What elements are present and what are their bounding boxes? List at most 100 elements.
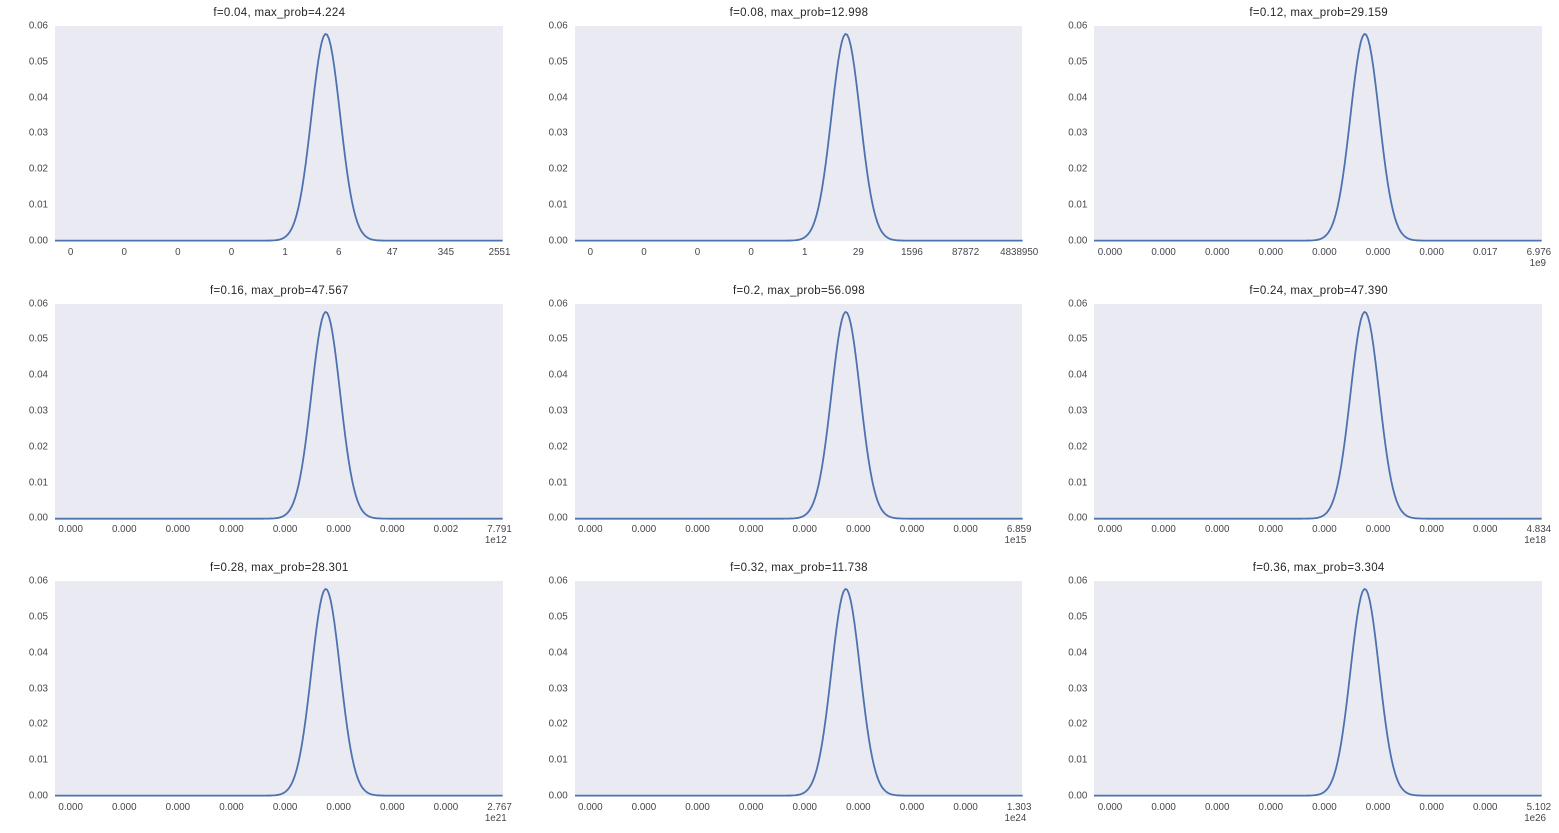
density-curve	[55, 304, 503, 519]
x-tick-label: 0	[694, 246, 701, 258]
subplot-title: f=0.16, max_prob=47.567	[210, 284, 349, 297]
y-tick-label: 0.01	[28, 754, 48, 766]
y-tick-label: 0.03	[1068, 405, 1088, 417]
y-tick-label: 0.02	[28, 163, 48, 175]
x-tick-label: 0.000	[792, 524, 818, 536]
x-tick-label: 6.859	[1006, 524, 1032, 536]
y-tick-label: 0.04	[28, 647, 48, 659]
y-tick-label: 0.01	[548, 754, 568, 766]
y-tick-label: 0.01	[1068, 199, 1088, 211]
y-tick-label: 0.00	[548, 790, 568, 802]
x-tick-label: 0.000	[1204, 801, 1230, 813]
y-tick-label: 0.01	[1068, 754, 1088, 766]
y-tick-label: 0.04	[1068, 647, 1088, 659]
x-tick-label: 0.000	[846, 524, 871, 536]
x-tick-label: 1	[802, 246, 808, 258]
x-tick-label: 0.000	[846, 801, 871, 813]
x-tick-label: 6.976	[1526, 246, 1552, 258]
x-tick-label: 0.000	[165, 524, 191, 536]
x-tick-label: 0	[175, 246, 181, 258]
x-tick-label: 0.000	[1097, 524, 1123, 536]
curve-path	[575, 34, 1023, 241]
y-tick-label: 0.04	[1068, 369, 1088, 381]
subplot-1: f=0.04, max_prob=4.224 0.00 0.01 0.02 0.03 0…	[0, 0, 520, 278]
x-tick-label: 0.000	[953, 524, 978, 536]
x-tick-label: 0.000	[738, 524, 764, 536]
y-tick-label: 0.00	[28, 790, 48, 802]
y-tick-label: 0.04	[548, 369, 568, 381]
x-tick-label: 2551	[488, 246, 511, 258]
subplot-title: f=0.2, max_prob=56.098	[733, 284, 865, 297]
x-tick-label: 2.767	[487, 801, 512, 813]
x-tick-label: 29	[852, 246, 864, 258]
y-tick-label: 0.06	[28, 575, 48, 587]
y-tick-label: 0.03	[548, 405, 568, 417]
plot-area: 0.00 0.01 0.02 0.03 0.04 0.05 0.06 0.000 0.000 0.…	[29, 298, 512, 546]
y-tick-label: 0.03	[548, 683, 568, 695]
density-curve	[575, 581, 1023, 796]
y-tick-label: 0.03	[28, 683, 48, 695]
x-tick-label: 0.000	[1151, 801, 1176, 813]
y-tick-label: 0.01	[548, 477, 568, 489]
x-tick-label: 0.000	[272, 801, 298, 813]
y-tick-label: 0.00	[1068, 790, 1088, 802]
density-curve	[1094, 26, 1542, 241]
x-tick-label: 0.000	[1419, 801, 1444, 813]
y-tick-label: 0.03	[1068, 683, 1088, 695]
x-tick-label: 0.000	[165, 801, 191, 813]
x-tick-label: 0.000	[738, 801, 764, 813]
y-tick-label: 0.00	[548, 512, 568, 524]
curve-path	[55, 589, 503, 796]
curve-path	[1094, 589, 1542, 796]
x-tick-label: 4838950	[1000, 246, 1039, 258]
x-tick-label: 0	[641, 246, 647, 258]
x-tick-label: 1	[282, 246, 288, 258]
y-tick-label: 0.01	[1068, 477, 1088, 489]
x-tick-label: 0.000	[578, 524, 603, 536]
x-tick-label: 0.000	[219, 524, 244, 536]
subplot-3: f=0.12, max_prob=29.159 0.00 0.01 0.02 0.03…	[1039, 0, 1559, 278]
x-tick-label: 0.000	[433, 801, 459, 813]
y-tick-label: 0.05	[28, 333, 48, 345]
x-tick-label: 0.017	[1472, 246, 1498, 258]
plot-area: 0.00 0.01 0.02 0.03 0.04 0.05 0.06 0.000 0.000 0.…	[1068, 576, 1551, 824]
subplot-title: f=0.12, max_prob=29.159	[1249, 7, 1388, 19]
x-tick-label: 0.000	[1097, 801, 1123, 813]
y-tick-label: 0.02	[548, 163, 568, 175]
x-tick-label: 0.000	[1258, 524, 1284, 536]
y-tick-label: 0.05	[1068, 333, 1088, 345]
x-axis-offset-label: 1e9	[1529, 257, 1546, 269]
x-tick-label: 0.000	[1204, 524, 1230, 536]
plot-area: 0.00 0.01 0.02 0.03 0.04 0.05 0.06 0.000 0.000 0.…	[549, 298, 1032, 546]
x-tick-label: 0.000	[112, 524, 137, 536]
x-tick-label: 0.000	[899, 524, 925, 536]
curve-path	[1094, 34, 1542, 241]
x-tick-label: 0.000	[219, 801, 244, 813]
density-curve	[575, 304, 1023, 519]
y-tick-label: 0.05	[548, 56, 568, 68]
x-tick-label: 0.000	[1151, 246, 1176, 258]
y-tick-label: 0.03	[1068, 127, 1088, 139]
y-tick-label: 0.04	[1068, 92, 1088, 104]
x-tick-label: 87872	[951, 246, 980, 258]
x-tick-label: 0.000	[326, 801, 351, 813]
y-tick-label: 0.06	[1068, 575, 1088, 587]
density-curve	[1094, 304, 1542, 519]
x-tick-label: 47	[386, 246, 398, 258]
x-tick-label: 0.000	[380, 801, 405, 813]
x-tick-label: 0.000	[112, 801, 137, 813]
y-tick-label: 0.00	[28, 512, 48, 524]
x-tick-label: 0.000	[1365, 801, 1391, 813]
x-tick-label: 0.002	[433, 524, 459, 536]
x-tick-label: 0.000	[1365, 524, 1391, 536]
subplot-8: f=0.32, max_prob=11.738 0.00 0.01 0.02 0.03…	[520, 555, 1040, 833]
x-tick-label: 0.000	[1151, 524, 1176, 536]
curve-path	[55, 34, 503, 241]
y-tick-label: 0.03	[548, 127, 568, 139]
x-tick-label: 0.000	[1204, 246, 1230, 258]
x-tick-label: 0.000	[685, 524, 710, 536]
x-tick-label: 1.303	[1006, 801, 1032, 813]
x-tick-label: 0	[121, 246, 127, 258]
y-tick-label: 0.04	[28, 92, 48, 104]
x-tick-label: 0	[228, 246, 235, 258]
